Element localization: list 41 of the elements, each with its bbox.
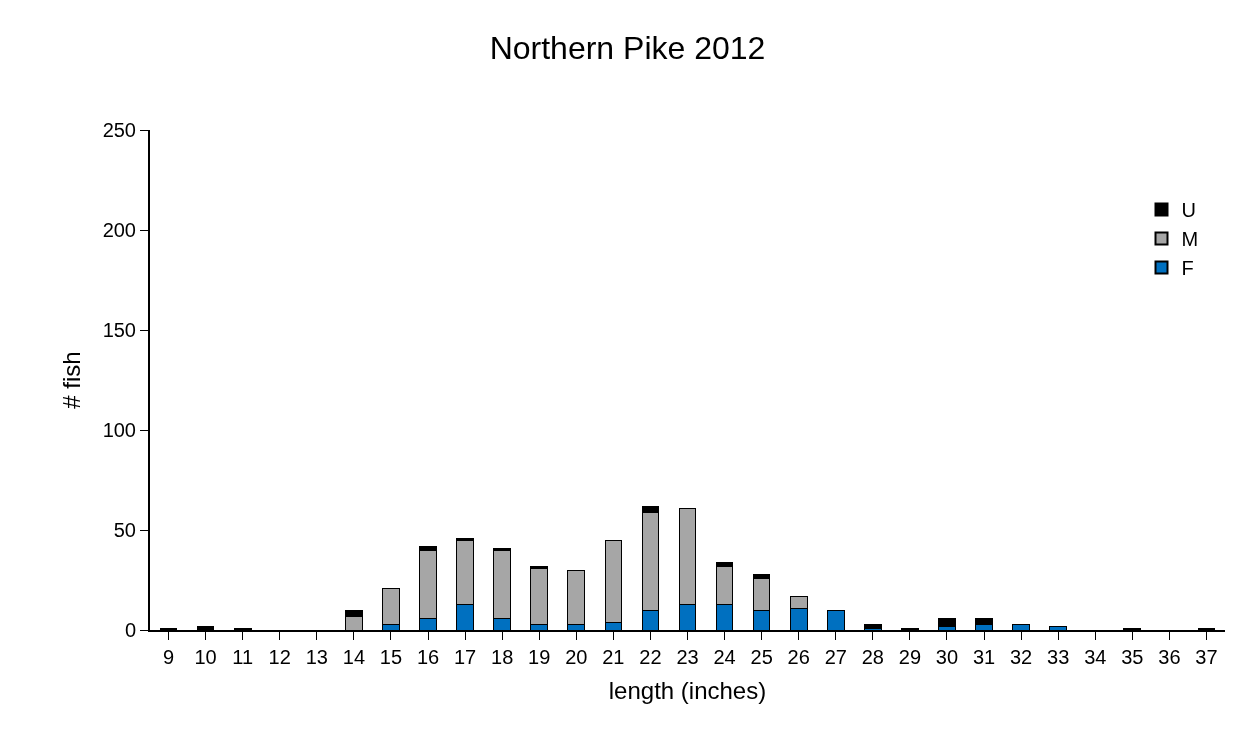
x-tick-label: 31: [972, 646, 996, 668]
y-tick-label: 200: [102, 219, 136, 241]
x-tick-label: 14: [342, 646, 366, 668]
x-tick-label: 12: [268, 646, 291, 668]
x-tick-label: 34: [1084, 646, 1107, 668]
legend-label: U: [1181, 199, 1196, 222]
x-tick-label: 23: [676, 646, 699, 668]
x-tick-label: 15: [379, 646, 403, 668]
x-tick-label: 17: [453, 646, 477, 668]
y-tick-label: 0: [124, 619, 136, 641]
legend-label: M: [1181, 228, 1199, 251]
y-tick-label: 100: [102, 419, 136, 441]
x-tick-label: 28: [861, 646, 884, 668]
x-tick-label: 18: [491, 646, 514, 668]
x-tick-label: 25: [750, 646, 773, 668]
x-tick-label: 36: [1158, 646, 1181, 668]
x-tick-label: 37: [1195, 646, 1218, 668]
x-tick-label: 26: [787, 646, 810, 668]
x-tick-label: 19: [528, 646, 551, 668]
x-tick-label: 29: [898, 646, 922, 668]
x-tick-label: 21: [602, 646, 625, 668]
x-tick-label: 30: [935, 646, 959, 668]
x-tick-label: 32: [1009, 646, 1033, 668]
y-tick-label: 250: [102, 119, 136, 141]
x-tick-label: 27: [824, 646, 847, 668]
legend-label: F: [1181, 257, 1194, 280]
x-tick-label: 11: [232, 646, 254, 668]
x-tick-label: 13: [305, 646, 328, 668]
x-tick-label: 16: [416, 646, 440, 668]
x-tick-label: 20: [565, 646, 588, 668]
y-axis-title: # fish: [58, 351, 86, 409]
y-tick-label: 150: [102, 319, 136, 341]
x-tick-label: 35: [1121, 646, 1144, 668]
x-tick-label: 33: [1047, 646, 1070, 668]
x-axis-title: length (inches): [608, 676, 767, 704]
y-tick-label: 50: [113, 519, 136, 541]
chart-title: Northern Pike 2012: [489, 30, 766, 67]
x-tick-label: 22: [639, 646, 662, 668]
x-tick-label: 24: [713, 646, 736, 668]
x-tick-label: 9: [162, 646, 175, 668]
x-tick-label: 10: [194, 646, 217, 668]
